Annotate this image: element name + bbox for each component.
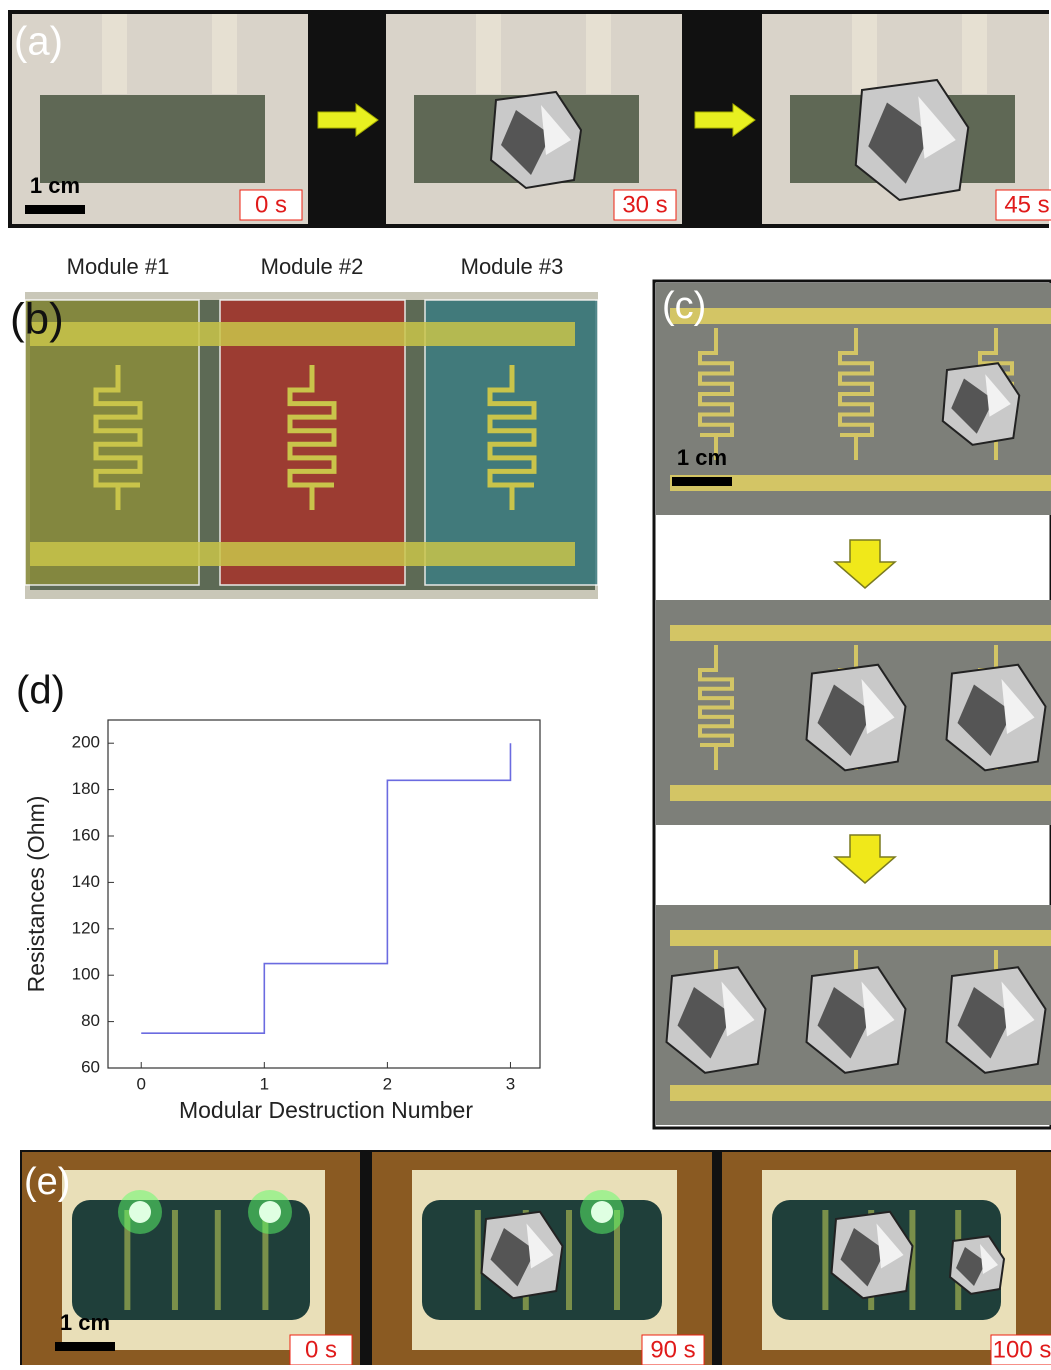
photo-stripe (102, 14, 127, 94)
scale-label: 1 cm (60, 1310, 110, 1335)
panel-label: (e) (24, 1161, 70, 1203)
electrode (566, 1210, 572, 1310)
bus-top (670, 625, 1051, 641)
y-tick-label: 140 (72, 872, 100, 891)
x-tick-label: 1 (260, 1074, 269, 1093)
photo-stripe (212, 14, 237, 94)
led (591, 1201, 613, 1223)
y-tick-label: 180 (72, 779, 100, 798)
scale-label: 1 cm (677, 445, 727, 470)
bus-bottom (670, 1085, 1051, 1101)
time-label: 0 s (305, 1336, 337, 1363)
scale-label: 1 cm (30, 173, 80, 198)
panel-label: (d) (16, 669, 65, 713)
time-label: 30 s (622, 191, 667, 218)
scale-bar (672, 477, 732, 486)
y-tick-label: 80 (81, 1011, 100, 1030)
electrode (822, 1210, 828, 1310)
x-tick-label: 2 (383, 1074, 392, 1093)
figure: 0 s30 s45 s(a)1 cmModule #1Module #2Modu… (0, 0, 1051, 1365)
x-tick-label: 0 (136, 1074, 145, 1093)
time-label: 100 s (993, 1336, 1051, 1363)
panel-label: (b) (10, 295, 64, 344)
module-label: Module #1 (67, 254, 170, 279)
film (40, 95, 265, 183)
y-tick-label: 60 (81, 1057, 100, 1076)
scale-bar (25, 205, 85, 214)
module-label: Module #2 (261, 254, 364, 279)
x-axis-label: Modular Destruction Number (179, 1097, 473, 1123)
panel-label: (c) (662, 285, 706, 327)
time-label: 45 s (1004, 191, 1049, 218)
photo-stripe (852, 14, 877, 94)
electrode (215, 1210, 221, 1310)
bus-top (670, 308, 1051, 324)
y-tick-label: 200 (72, 733, 100, 752)
bus-bottom (30, 542, 575, 566)
scale-bar (55, 1342, 115, 1351)
electrode (475, 1210, 481, 1310)
led (259, 1201, 281, 1223)
led (129, 1201, 151, 1223)
y-tick-label: 100 (72, 965, 100, 984)
photo-stripe (476, 14, 501, 94)
module-label: Module #3 (461, 254, 564, 279)
panel-label: (a) (14, 20, 63, 64)
photo-stripe (962, 14, 987, 94)
time-label: 0 s (255, 191, 287, 218)
bus-top (30, 322, 575, 346)
y-tick-label: 160 (72, 825, 100, 844)
bus-bottom (670, 785, 1051, 801)
photo-stripe (586, 14, 611, 94)
y-tick-label: 120 (72, 918, 100, 937)
y-axis-label: Resistances (Ohm) (23, 796, 49, 993)
page: 0 s30 s45 s(a)1 cmModule #1Module #2Modu… (0, 0, 1051, 1370)
electrode (172, 1210, 178, 1310)
time-label: 90 s (650, 1336, 695, 1363)
bus-top (670, 930, 1051, 946)
x-tick-label: 3 (506, 1074, 515, 1093)
